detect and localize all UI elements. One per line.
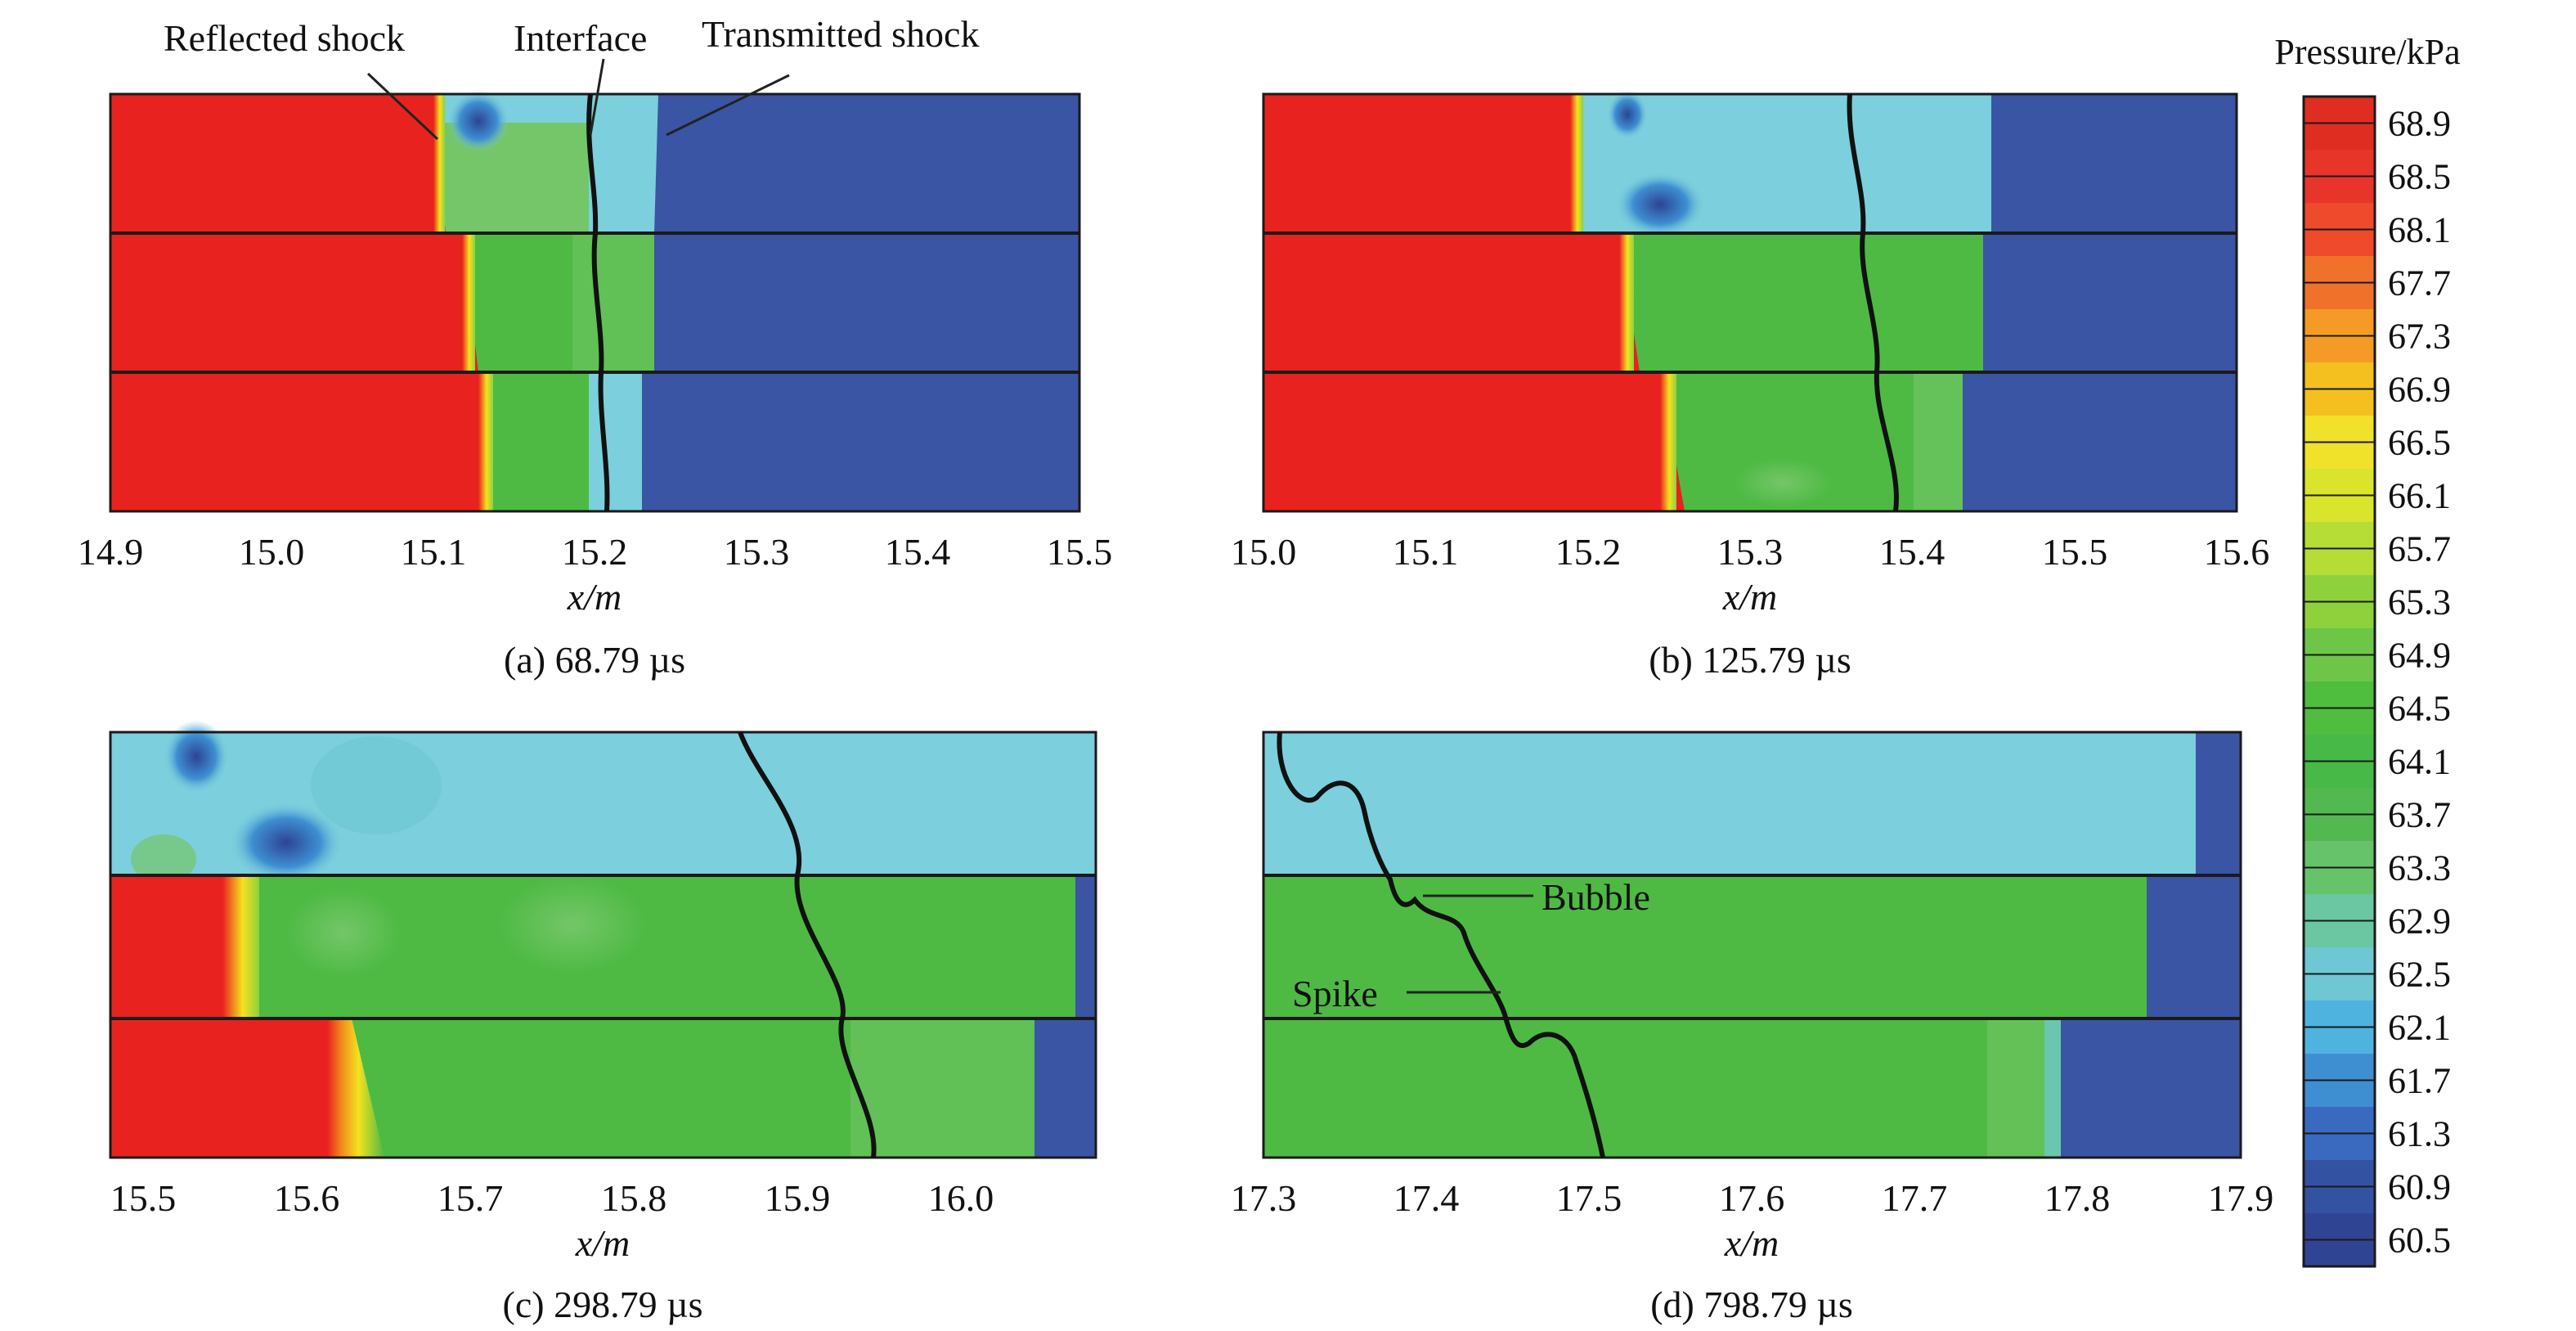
xtick-label: 15.0: [239, 531, 305, 573]
panel-b-caption: (b) 125.79 µs: [1649, 639, 1851, 681]
colorbar-tick-label: 60.9: [2388, 1167, 2451, 1207]
panel-b-xticks: 15.0 15.1 15.2 15.3 15.4 15.5 15.6: [1231, 531, 2270, 573]
colorbar-tick-label: 64.9: [2388, 636, 2451, 676]
xtick-label: 15.1: [1393, 531, 1459, 573]
xtick-label: 16.0: [928, 1177, 994, 1219]
colorbar-tick-label: 67.7: [2388, 263, 2451, 304]
xtick-label: 15.6: [274, 1177, 340, 1219]
colorbar-tick-label: 66.5: [2388, 423, 2451, 463]
colorbar-tick-label: 64.1: [2388, 742, 2451, 782]
xtick-label: 14.9: [78, 531, 144, 573]
spike-label: Spike: [1292, 973, 1378, 1014]
colorbar-tick-label: 66.9: [2388, 370, 2451, 410]
colorbar-tick-label: 62.5: [2388, 955, 2451, 995]
colorbar-frame: [2302, 95, 2376, 1268]
xtick-label: 15.5: [110, 1177, 177, 1219]
panel-b: 15.0 15.1 15.2 15.3 15.4 15.5 15.6 x/m (…: [1231, 90, 2270, 681]
panel-c-xticks: 15.5 15.6 15.7 15.8 15.9 16.0: [110, 1177, 994, 1219]
colorbar-tick-label: 64.5: [2388, 689, 2451, 729]
interface-leader: [589, 58, 605, 136]
colorbar-tick-label: 65.7: [2388, 529, 2451, 569]
panel-d-interface-curve: [1277, 731, 1605, 1158]
panel-a-interface-curve: [586, 93, 610, 512]
panel-a-caption: (a) 68.79 µs: [504, 639, 685, 681]
colorbar: Pressure/kPa 68.9 68.5 68.1 67.7 67.3 66.9 66.…: [2274, 32, 2461, 1268]
colorbar-tick-label: 61.7: [2388, 1061, 2451, 1101]
xtick-label: 17.9: [2208, 1177, 2274, 1219]
xtick-label: 17.7: [1882, 1177, 1948, 1219]
colorbar-swatches: [2304, 97, 2375, 1267]
colorbar-tick-label: 63.7: [2388, 795, 2451, 835]
panel-c-field: [109, 720, 1097, 1159]
colorbar-tick-label: 63.3: [2388, 848, 2451, 888]
colorbar-tick-label: 68.1: [2388, 210, 2451, 250]
xtick-label: 17.8: [2044, 1177, 2111, 1219]
colorbar-tick-label: 61.3: [2388, 1114, 2451, 1154]
xtick-label: 15.9: [765, 1177, 831, 1219]
xtick-label: 15.6: [2204, 531, 2270, 573]
transmitted-shock-label: Transmitted shock: [702, 13, 979, 55]
colorbar-tick-label: 62.1: [2388, 1008, 2451, 1048]
xtick-label: 15.8: [601, 1177, 667, 1219]
colorbar-tick-label: 68.9: [2388, 104, 2451, 144]
xtick-label: 15.0: [1231, 531, 1297, 573]
xtick-label: 15.5: [2042, 531, 2108, 573]
xtick-label: 17.4: [1393, 1177, 1460, 1219]
xtick-label: 15.4: [1879, 531, 1945, 573]
xtick-label: 15.7: [438, 1177, 504, 1219]
xtick-label: 15.2: [562, 531, 628, 573]
xtick-label: 15.3: [724, 531, 790, 573]
panel-d-xlabel: x/m: [1724, 1222, 1779, 1264]
panel-b-interface-curve: [1847, 93, 1899, 512]
xtick-label: 15.2: [1555, 531, 1622, 573]
panel-b-field: [1262, 90, 2238, 513]
xtick-label: 17.6: [1719, 1177, 1785, 1219]
xtick-label: 17.3: [1231, 1177, 1297, 1219]
colorbar-tick-label: 62.9: [2388, 902, 2451, 942]
xtick-label: 15.4: [885, 531, 951, 573]
panel-d-field: [1262, 731, 2242, 1159]
panel-a-xticks: 14.9 15.0 15.1 15.2 15.3 15.4 15.5: [78, 531, 1113, 573]
colorbar-title: Pressure/kPa: [2274, 32, 2460, 72]
colorbar-tick-label: 60.5: [2388, 1221, 2451, 1261]
panel-d: Bubble Spike 17.3 17.4 17.5 17.6 17.7 17…: [1231, 731, 2274, 1325]
xtick-label: 17.5: [1556, 1177, 1622, 1219]
xtick-label: 15.1: [401, 531, 467, 573]
colorbar-tick-label: 65.3: [2388, 582, 2451, 623]
panel-c-caption: (c) 298.79 µs: [503, 1284, 703, 1325]
bubble-label: Bubble: [1542, 876, 1650, 918]
panel-a-field: [109, 90, 1081, 513]
reflected-shock-leader: [366, 72, 439, 141]
transmitted-shock-leader: [666, 74, 790, 137]
panel-b-xlabel: x/m: [1722, 576, 1777, 618]
panel-c-interface-curve: [738, 731, 877, 1158]
panel-d-xticks: 17.3 17.4 17.5 17.6 17.7 17.8 17.9: [1231, 1177, 2274, 1219]
interface-label: Interface: [514, 17, 647, 59]
xtick-label: 15.5: [1047, 531, 1113, 573]
colorbar-tick-label: 66.1: [2388, 476, 2451, 516]
reflected-shock-label: Reflected shock: [164, 17, 405, 59]
panel-c: 15.5 15.6 15.7 15.8 15.9 16.0 x/m (c) 29…: [109, 720, 1097, 1325]
panel-c-xlabel: x/m: [575, 1222, 630, 1264]
colorbar-tick-label: 67.3: [2388, 317, 2451, 357]
colorbar-ticks: 68.9 68.5 68.1 67.7 67.3 66.9 66.5 66.1 65.7 65.3…: [2304, 104, 2451, 1261]
panel-d-caption: (d) 798.79 µs: [1650, 1284, 1853, 1325]
xtick-label: 15.3: [1717, 531, 1784, 573]
panel-a-xlabel: x/m: [567, 576, 622, 618]
panel-a: Reflected shock Interface Transmitted sh…: [78, 13, 1113, 681]
colorbar-tick-label: 68.5: [2388, 157, 2451, 197]
